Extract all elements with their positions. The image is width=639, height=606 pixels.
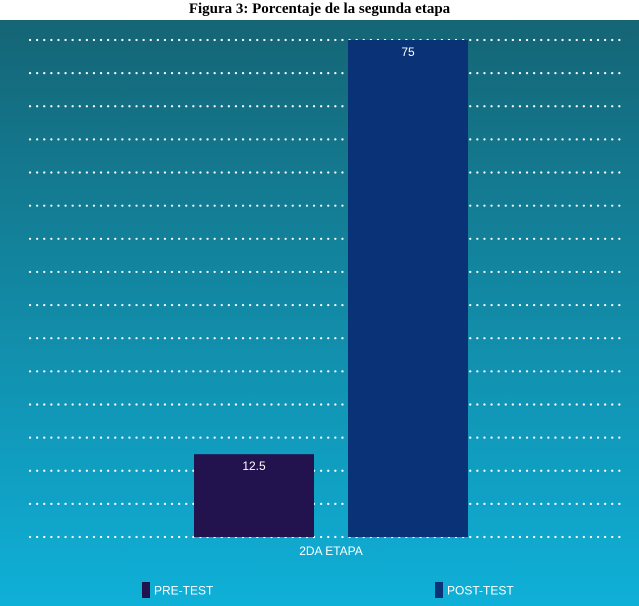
x-axis: 2DA ETAPA bbox=[299, 544, 363, 558]
x-tick-label: 2DA ETAPA bbox=[299, 544, 363, 558]
legend-swatch bbox=[435, 582, 443, 598]
legend-swatch bbox=[142, 582, 150, 598]
data-labels: 12.5 75 bbox=[242, 45, 415, 473]
bars bbox=[194, 40, 468, 537]
legend: PRE-TEST POST-TEST bbox=[142, 582, 514, 598]
figure-title: Figura 3: Porcentaje de la segunda etapa bbox=[188, 1, 451, 17]
legend-item-post-test: POST-TEST bbox=[435, 582, 514, 598]
chart-container: 12.5 75 2DA ETAPA PRE-TEST POST-TEST bbox=[0, 20, 639, 606]
legend-label: PRE-TEST bbox=[154, 584, 214, 598]
bar-post-test bbox=[348, 40, 468, 537]
legend-item-pre-test: PRE-TEST bbox=[142, 582, 214, 598]
chart-background bbox=[0, 20, 639, 606]
data-label: 75 bbox=[401, 45, 415, 59]
bar-pre-test bbox=[194, 454, 314, 537]
legend-label: POST-TEST bbox=[447, 584, 514, 598]
gridlines bbox=[28, 38, 627, 539]
data-label: 12.5 bbox=[242, 459, 266, 473]
bar-chart: 12.5 75 2DA ETAPA PRE-TEST POST-TEST bbox=[0, 20, 639, 606]
